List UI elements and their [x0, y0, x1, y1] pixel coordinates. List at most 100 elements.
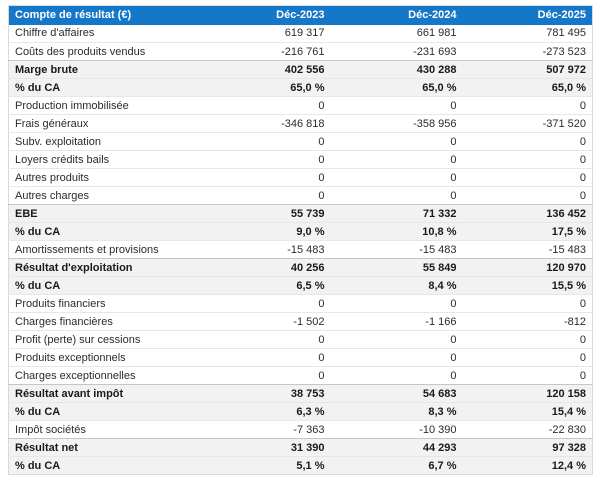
cell-value: 0 — [330, 150, 463, 169]
cell-value: 31 390 — [198, 438, 331, 457]
cell-value: 781 495 — [546, 27, 586, 40]
column-header-dec-2024: Déc-2024 — [330, 5, 463, 25]
column-header-dec-2023: Déc-2023 — [198, 5, 331, 25]
cell-value: 10,8 % — [330, 222, 463, 241]
row-label: % du CA — [8, 78, 199, 97]
cell-value: 15,4 % — [462, 402, 593, 421]
cell-value: 55 739 — [198, 204, 331, 223]
row-label: Charges financières — [8, 312, 199, 331]
column-header-dec-2025: Déc-2025 — [462, 5, 593, 25]
table-row: Production immobilisée 0 0 0 — [8, 96, 593, 115]
table-row: Produits exceptionnels 0 0 0 — [8, 348, 593, 367]
cell-value: 0 — [330, 366, 463, 385]
cell-value: 38 753 — [198, 384, 331, 403]
cell-value: 0 — [462, 348, 593, 367]
cell-value: 15,5 % — [462, 276, 593, 295]
cell-value: 65,0 % — [198, 78, 331, 97]
cell-value: 0 — [330, 294, 463, 313]
cell-value: 136 452 — [462, 204, 593, 223]
table-row: Autres charges 0 0 0 — [8, 186, 593, 205]
table-row: Amortissements et provisions -15 483 -15 4… — [8, 240, 593, 259]
cell-value: -371 520 — [462, 114, 593, 133]
cell-value: -1 166 — [330, 312, 463, 331]
cell-value: -15 483 — [330, 240, 463, 259]
cell-value: 0 — [198, 168, 331, 187]
row-label: Loyers crédits bails — [8, 150, 199, 169]
table-row: Frais généraux -346 818 -358 956 -371 520 — [8, 114, 593, 133]
cell-value: 619 317 — [284, 27, 325, 40]
cell-value: 5,1 % — [198, 456, 331, 475]
cell-value: -10 390 — [330, 420, 463, 439]
cell-value: -231 693 — [330, 42, 463, 61]
row-label: Marge brute — [8, 60, 199, 79]
cell-value: 9,0 % — [198, 222, 331, 241]
cell-value: 120 158 — [462, 384, 593, 403]
table-row: Chiffre d'affaires 619 317 661 981 781 495 — [9, 25, 593, 43]
table-row: % du CA 9,0 % 10,8 % 17,5 % — [8, 222, 593, 241]
table-row: % du CA 65,0 % 65,0 % 65,0 % — [8, 78, 593, 97]
cell-value: -15 483 — [198, 240, 331, 259]
cell-value: -812 — [462, 312, 593, 331]
cell-value: 8,3 % — [330, 402, 463, 421]
cell-value: 6,3 % — [198, 402, 331, 421]
cell-value: 661 981 — [416, 27, 457, 40]
cell-value: 55 849 — [330, 258, 463, 277]
cell-value: 0 — [330, 96, 463, 115]
cell-value: 0 — [462, 186, 593, 205]
cell-value: 65,0 % — [462, 78, 593, 97]
cell-value: 0 — [462, 132, 593, 151]
table-row: Subv. exploitation 0 0 0 — [8, 132, 593, 151]
row-label: % du CA — [8, 276, 199, 295]
cell-value: 0 — [462, 150, 593, 169]
cell-value: 54 683 — [330, 384, 463, 403]
table-row: % du CA 6,3 % 8,3 % 15,4 % — [8, 402, 593, 421]
cell-value: 0 — [330, 168, 463, 187]
cell-value: 0 — [198, 150, 331, 169]
cell-value: 507 972 — [462, 60, 593, 79]
row-label: Amortissements et provisions — [8, 240, 199, 259]
row-label: Résultat avant impôt — [8, 384, 199, 403]
table-row: Marge brute 402 556 430 288 507 972 — [8, 60, 593, 79]
cell-value: 0 — [198, 186, 331, 205]
row-label: % du CA — [8, 402, 199, 421]
cell-value: -15 483 — [462, 240, 593, 259]
cell-value: 44 293 — [330, 438, 463, 457]
table-row: Résultat d'exploitation 40 256 55 849 120 9… — [8, 258, 593, 277]
cell-value: 430 288 — [330, 60, 463, 79]
table-row: Loyers crédits bails 0 0 0 — [8, 150, 593, 169]
row-label: Production immobilisée — [8, 96, 199, 115]
cell-value: 0 — [198, 96, 331, 115]
table-row: Autres produits 0 0 0 — [8, 168, 593, 187]
row-label: Coûts des produits vendus — [8, 42, 199, 61]
cell-value: 17,5 % — [462, 222, 593, 241]
row-label: Chiffre d'affaires — [15, 27, 95, 40]
cell-value: 0 — [198, 132, 331, 151]
row-label: Autres charges — [8, 186, 199, 205]
table-header: Compte de résultat (€) Déc-2023 Déc-2024… — [8, 5, 593, 25]
table-row: % du CA 6,5 % 8,4 % 15,5 % — [8, 276, 593, 295]
table-row: Profit (perte) sur cessions 0 0 0 — [8, 330, 593, 349]
cell-value: 402 556 — [198, 60, 331, 79]
cell-value: -7 363 — [198, 420, 331, 439]
cell-value: 0 — [462, 294, 593, 313]
cell-value: -22 830 — [462, 420, 593, 439]
cell-value: 0 — [462, 366, 593, 385]
row-label: Résultat net — [8, 438, 199, 457]
cell-value: 0 — [330, 186, 463, 205]
row-label: Autres produits — [8, 168, 199, 187]
table-row: Produits financiers 0 0 0 — [8, 294, 593, 313]
cell-value: -358 956 — [330, 114, 463, 133]
cell-value: 8,4 % — [330, 276, 463, 295]
cell-value: 0 — [462, 330, 593, 349]
row-label: Subv. exploitation — [8, 132, 199, 151]
cell-value: 6,7 % — [330, 456, 463, 475]
table-row: Impôt sociétés -7 363 -10 390 -22 830 — [8, 420, 593, 439]
row-label: % du CA — [8, 222, 199, 241]
cell-value: -346 818 — [198, 114, 331, 133]
table-row: % du CA 5,1 % 6,7 % 12,4 % — [8, 456, 593, 475]
row-label: % du CA — [8, 456, 199, 475]
cell-value: -1 502 — [198, 312, 331, 331]
row-label: Impôt sociétés — [8, 420, 199, 439]
cell-value: 0 — [198, 330, 331, 349]
row-label: Frais généraux — [8, 114, 199, 133]
